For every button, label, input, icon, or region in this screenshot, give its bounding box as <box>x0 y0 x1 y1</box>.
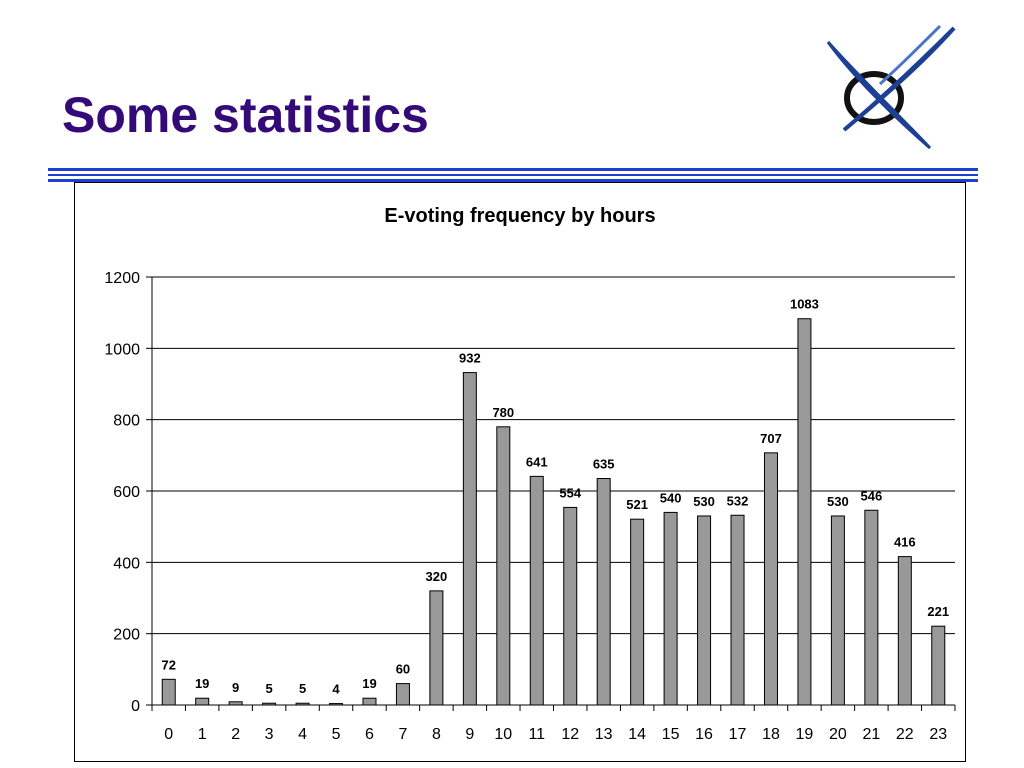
y-tick-label: 800 <box>113 413 140 430</box>
bar-0 <box>161 678 176 706</box>
x-tick-label: 4 <box>298 726 307 743</box>
data-label: 60 <box>396 662 410 677</box>
bar-15 <box>663 511 678 706</box>
x-tick-label: 15 <box>662 726 680 743</box>
bar-7 <box>395 683 410 706</box>
x-tick-label: 13 <box>595 726 613 743</box>
data-label: 530 <box>693 494 715 509</box>
x-tick-label: 0 <box>164 726 173 743</box>
x-tick-label: 17 <box>729 726 747 743</box>
data-label: 530 <box>827 494 849 509</box>
bar-14 <box>630 518 645 706</box>
x-tick-label: 9 <box>465 726 474 743</box>
x-tick-label: 1 <box>198 726 207 743</box>
bar-1 <box>195 697 210 706</box>
x-tick-label: 19 <box>796 726 814 743</box>
x-tick-label: 23 <box>929 726 947 743</box>
y-tick-label: 0 <box>131 698 140 715</box>
y-tick-label: 200 <box>113 627 140 644</box>
x-tick-label: 12 <box>561 726 579 743</box>
bar-21 <box>864 509 879 706</box>
bar-22 <box>897 556 912 706</box>
data-label: 780 <box>492 405 514 420</box>
x-tick-label: 11 <box>528 726 545 743</box>
data-label: 9 <box>232 680 239 695</box>
x-tick-label: 16 <box>695 726 713 743</box>
data-label: 546 <box>861 488 883 503</box>
x-tick-label: 22 <box>896 726 914 743</box>
data-label: 416 <box>894 535 916 550</box>
bar-6 <box>362 697 377 706</box>
data-label: 532 <box>727 493 749 508</box>
data-label: 221 <box>927 604 949 619</box>
data-label: 19 <box>362 676 376 691</box>
bar-19 <box>797 318 812 706</box>
x-tick-label: 14 <box>628 726 646 743</box>
x-tick-label: 10 <box>494 726 512 743</box>
data-label: 5 <box>299 681 306 696</box>
x-tick-label: 5 <box>332 726 341 743</box>
y-tick-label: 1000 <box>104 341 140 358</box>
data-label: 19 <box>195 676 209 691</box>
bar-16 <box>697 515 712 706</box>
x-tick-label: 20 <box>829 726 847 743</box>
data-label: 540 <box>660 490 682 505</box>
x-tick-label: 18 <box>762 726 780 743</box>
chart-frame <box>74 182 966 762</box>
bar-8 <box>429 590 444 706</box>
data-label: 521 <box>626 497 648 512</box>
title-divider-rule <box>48 168 978 182</box>
bar-chart: E-voting frequency by hours 020040060080… <box>104 205 956 743</box>
data-label: 4 <box>332 682 340 697</box>
data-label: 320 <box>426 569 448 584</box>
x-tick-label: 8 <box>432 726 441 743</box>
data-label: 707 <box>760 431 782 446</box>
x-tick-label: 21 <box>862 726 880 743</box>
data-label: 641 <box>526 454 548 469</box>
bar-13 <box>596 478 611 706</box>
data-label: 554 <box>559 485 581 500</box>
data-label: 635 <box>593 457 615 472</box>
data-label: 72 <box>161 657 175 672</box>
x-tick-label: 6 <box>365 726 374 743</box>
y-tick-label: 600 <box>113 484 140 501</box>
bar-17 <box>730 514 745 706</box>
x-tick-label: 2 <box>231 726 240 743</box>
bar-23 <box>931 625 946 706</box>
bar-20 <box>830 515 845 706</box>
y-tick-label: 1200 <box>104 270 140 287</box>
data-label: 1083 <box>790 297 819 312</box>
x-tick-label: 3 <box>265 726 274 743</box>
bar-11 <box>529 475 544 706</box>
logo-icon <box>826 24 956 150</box>
y-tick-label: 400 <box>113 555 140 572</box>
bar-9 <box>462 372 477 706</box>
chart-title: E-voting frequency by hours <box>384 205 655 227</box>
bar-18 <box>763 452 778 706</box>
slide-title: Some statistics <box>62 87 429 143</box>
bar-12 <box>563 506 578 706</box>
data-label: 932 <box>459 351 481 366</box>
x-tick-label: 7 <box>398 726 407 743</box>
data-label: 5 <box>265 681 272 696</box>
bar-10 <box>496 426 511 706</box>
